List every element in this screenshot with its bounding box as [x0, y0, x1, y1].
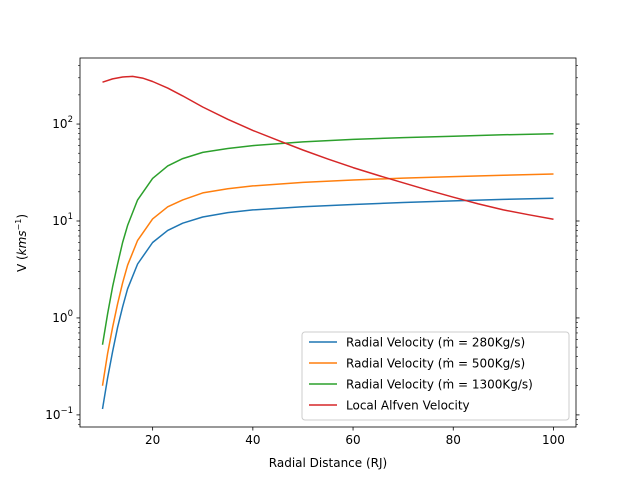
series-lines — [101, 75, 554, 410]
y-tick-label: 101 — [52, 212, 73, 228]
x-tick-label: 60 — [345, 433, 360, 447]
x-tick-label: 20 — [145, 433, 160, 447]
legend-label-0: Radial Velocity (ṁ = 280Kg/s) — [346, 336, 525, 350]
legend-label-2: Radial Velocity (ṁ = 1300Kg/s) — [346, 378, 533, 392]
y-tick-label: 102 — [52, 115, 73, 131]
y-axis-label-math: kms — [15, 230, 29, 255]
y-axis-label: V (kms−1) — [14, 214, 29, 272]
series-line-0 — [101, 197, 554, 410]
x-tick-label: 100 — [542, 433, 565, 447]
series-line-1 — [101, 173, 554, 386]
x-tick-label: 40 — [245, 433, 260, 447]
axis-ticks: 20 40 60 80 100 10−1 100 101 102 — [45, 65, 580, 447]
y-axis-label-sup: −1 — [14, 219, 23, 231]
legend: Radial Velocity (ṁ = 280Kg/s) Radial Velo… — [301, 331, 570, 421]
y-tick-label: 100 — [52, 309, 73, 325]
x-axis-label: Radial Distance (RJ) — [269, 456, 387, 470]
legend-label-1: Radial Velocity (ṁ = 500Kg/s) — [346, 357, 525, 371]
y-tick-label: 10−1 — [45, 406, 73, 422]
y-axis-label-prefix: V ( — [15, 255, 29, 272]
legend-label-3: Local Alfven Velocity — [346, 399, 470, 413]
y-axis-label-suffix: ) — [15, 214, 29, 219]
x-tick-label: 80 — [446, 433, 461, 447]
legend-box — [301, 331, 570, 421]
series-line-3 — [102, 75, 554, 221]
series-line-2 — [101, 132, 554, 345]
